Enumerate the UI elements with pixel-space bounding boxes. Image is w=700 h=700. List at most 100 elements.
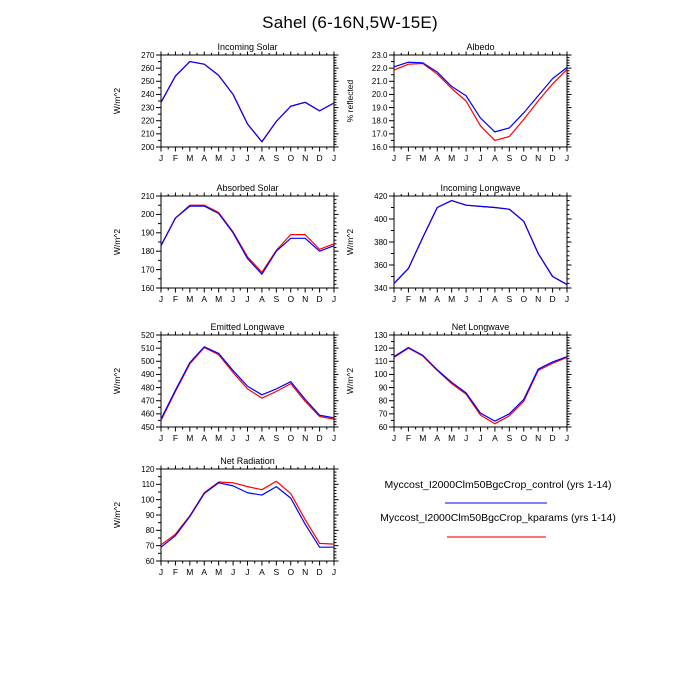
net-longwave-ytick-label: 70 (379, 410, 388, 419)
absorbed-solar-month-label: A (201, 294, 207, 304)
absorbed-solar-ylabel: W/m^2 (112, 229, 122, 255)
absorbed-solar-ytick-label: 210 (141, 192, 155, 201)
incoming-solar-month-label: J (231, 153, 235, 163)
albedo-series-control-line (393, 61, 568, 133)
incoming-solar-ytick-label: 270 (141, 51, 155, 60)
net-longwave-month-label: J (565, 433, 569, 443)
incoming-longwave-month-label: J (478, 294, 482, 304)
albedo-title: Albedo (466, 42, 494, 52)
emitted-longwave-title: Emitted Longwave (210, 322, 284, 332)
emitted-longwave-month-label: A (201, 433, 207, 443)
absorbed-solar-ytick-label: 180 (141, 247, 155, 256)
net-radiation-month-label: A (201, 567, 207, 577)
emitted-longwave-ytick-label: 490 (141, 370, 155, 379)
emitted-longwave-plot: Emitted Longwave W/m^2 450 460 470 480 490 500 5… (112, 322, 339, 443)
emitted-longwave-month-label: A (259, 433, 265, 443)
albedo-month-label: M (419, 153, 426, 163)
absorbed-solar-month-label: N (302, 294, 308, 304)
incoming-solar-ytick-label: 260 (141, 64, 155, 73)
incoming-longwave-ytick-label: 340 (374, 284, 388, 293)
incoming-longwave-month-label: A (434, 294, 440, 304)
albedo-ytick-label: 20.0 (372, 90, 388, 99)
net-longwave-ytick-label: 60 (379, 423, 388, 432)
albedo-month-label: F (406, 153, 411, 163)
incoming-solar-month-label: F (173, 153, 178, 163)
absorbed-solar-month-label: J (245, 294, 249, 304)
net-radiation-month-label: J (245, 567, 249, 577)
net-longwave-ytick-label: 130 (374, 331, 388, 340)
net-radiation-ytick-label: 90 (146, 511, 155, 520)
incoming-solar-month-label: S (273, 153, 279, 163)
albedo-ytick-label: 21.0 (372, 77, 388, 86)
absorbed-solar-ytick-label: 190 (141, 229, 155, 238)
incoming-longwave-month-label: D (550, 294, 556, 304)
incoming-longwave-month-label: M (419, 294, 426, 304)
net-longwave-month-label: M (419, 433, 426, 443)
incoming-longwave-month-label: A (492, 294, 498, 304)
emitted-longwave-ytick-label: 470 (141, 397, 155, 406)
emitted-longwave-month-label: J (159, 433, 163, 443)
emitted-longwave-ytick-label: 460 (141, 410, 155, 419)
albedo-ytick-label: 16.0 (372, 143, 388, 152)
emitted-longwave-ytick-label: 500 (141, 357, 155, 366)
net-longwave-month-label: J (464, 433, 468, 443)
incoming-longwave-ytick-label: 380 (374, 238, 388, 247)
net-radiation-month-label: M (186, 567, 193, 577)
net-radiation-ytick-label: 120 (141, 465, 155, 474)
albedo-ylabel: % reflected (345, 79, 355, 122)
net-longwave-title: Net Longwave (452, 322, 510, 332)
albedo-ytick-label: 19.0 (372, 103, 388, 112)
emitted-longwave-ytick-label: 520 (141, 331, 155, 340)
absorbed-solar-month-label: S (273, 294, 279, 304)
net-radiation-title: Net Radiation (220, 456, 275, 466)
emitted-longwave-ytick-label: 450 (141, 423, 155, 432)
incoming-longwave-month-label: S (506, 294, 512, 304)
absorbed-solar-ytick-label: 160 (141, 284, 155, 293)
net-radiation-month-label: J (231, 567, 235, 577)
net-longwave-ylabel: W/m^2 (345, 368, 355, 394)
net-radiation-ylabel: W/m^2 (112, 502, 122, 528)
incoming-longwave-ytick-label: 420 (374, 192, 388, 201)
incoming-longwave-month-label: J (392, 294, 396, 304)
net-longwave-month-label: F (406, 433, 411, 443)
net-longwave-month-label: N (535, 433, 541, 443)
legend-line-control (445, 502, 547, 504)
albedo-ytick-label: 17.0 (372, 130, 388, 139)
albedo-month-label: N (535, 153, 541, 163)
incoming-longwave-month-label: F (406, 294, 411, 304)
incoming-longwave-month-label: J (464, 294, 468, 304)
emitted-longwave-month-label: J (231, 433, 235, 443)
albedo-month-label: J (478, 153, 482, 163)
net-radiation-month-label: N (302, 567, 308, 577)
net-radiation-ytick-label: 80 (146, 526, 155, 535)
incoming-solar-title: Incoming Solar (217, 42, 277, 52)
absorbed-solar-month-label: A (259, 294, 265, 304)
net-longwave-month-label: J (478, 433, 482, 443)
absorbed-solar-title: Absorbed Solar (216, 183, 278, 193)
incoming-solar-month-label: A (259, 153, 265, 163)
incoming-longwave-month-label: J (565, 294, 569, 304)
incoming-solar-month-label: M (186, 153, 193, 163)
incoming-longwave-month-label: M (448, 294, 455, 304)
legend-line-kparams (447, 536, 546, 538)
net-longwave-month-label: S (506, 433, 512, 443)
albedo-month-label: M (448, 153, 455, 163)
net-longwave-month-label: M (448, 433, 455, 443)
incoming-longwave-month-label: O (520, 294, 527, 304)
absorbed-solar-month-label: F (173, 294, 178, 304)
net-longwave-ytick-label: 100 (374, 370, 388, 379)
absorbed-solar-month-label: D (317, 294, 323, 304)
absorbed-solar-series-control-line (160, 205, 335, 275)
net-longwave-month-label: D (550, 433, 556, 443)
albedo-ytick-label: 23.0 (372, 51, 388, 60)
incoming-solar-month-label: J (159, 153, 163, 163)
incoming-solar-series-control-line (160, 60, 335, 143)
incoming-solar-ytick-label: 230 (141, 103, 155, 112)
absorbed-solar-ytick-label: 200 (141, 210, 155, 219)
albedo-month-label: J (565, 153, 569, 163)
albedo-series-kparams-line (393, 62, 568, 142)
